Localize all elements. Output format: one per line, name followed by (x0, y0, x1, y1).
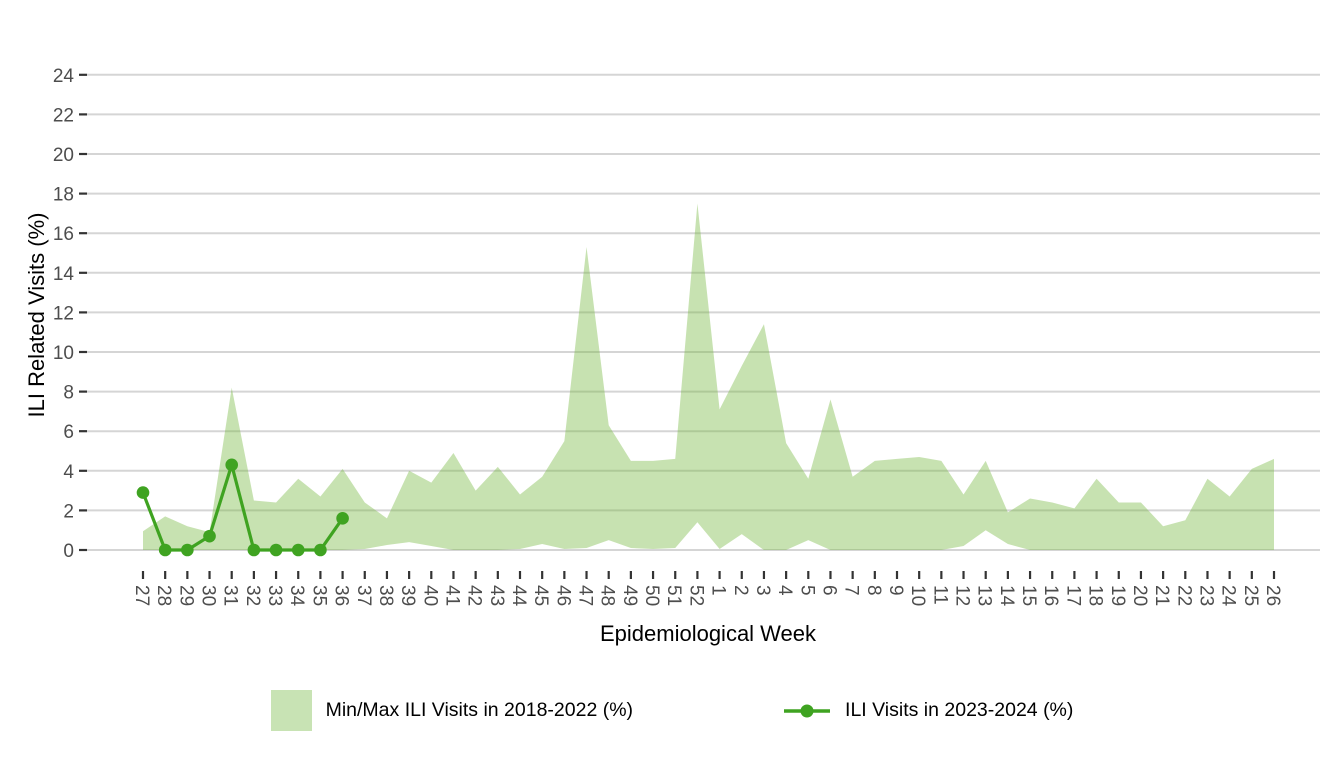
svg-text:10: 10 (53, 343, 74, 364)
legend-item-ili-line: ILI Visits in 2023-2024 (%) (783, 699, 1073, 722)
data-point (336, 512, 349, 525)
ili-2023-2024-points (136, 458, 349, 557)
svg-text:20: 20 (1129, 585, 1150, 606)
svg-text:36: 36 (331, 585, 352, 606)
svg-text:24: 24 (53, 66, 75, 87)
legend-label-minmax: Min/Max ILI Visits in 2018-2022 (%) (325, 699, 634, 721)
svg-text:8: 8 (863, 585, 884, 596)
data-point (291, 543, 305, 557)
line-point-legend-key (784, 704, 831, 717)
svg-text:45: 45 (530, 585, 551, 606)
svg-text:44: 44 (508, 585, 529, 607)
y-axis-title: ILI Related Visits (%) (24, 212, 49, 418)
svg-text:52: 52 (685, 585, 706, 606)
svg-text:16: 16 (53, 224, 74, 245)
svg-text:16: 16 (1040, 585, 1061, 606)
svg-text:6: 6 (63, 422, 74, 443)
x-axis-tick-labels: 27 28 29 30 31 32 33 34 35 36 37 38 39 40 41 42 43 44 45 46… (131, 585, 1283, 607)
svg-text:5: 5 (796, 585, 817, 596)
svg-text:47: 47 (575, 585, 596, 606)
svg-text:43: 43 (486, 585, 507, 606)
svg-text:35: 35 (308, 585, 329, 606)
data-point (181, 543, 194, 557)
area-legend-swatch (270, 690, 312, 731)
svg-text:42: 42 (464, 585, 485, 606)
svg-text:8: 8 (63, 383, 74, 404)
svg-text:25: 25 (1240, 585, 1261, 606)
axis-tick-marks (79, 73, 1276, 579)
data-point (269, 543, 283, 557)
chart-legend: Min/Max ILI Visits in 2018-2022 (%) ILI … (0, 690, 1344, 731)
svg-text:2: 2 (730, 585, 751, 596)
svg-text:48: 48 (597, 585, 618, 606)
svg-text:17: 17 (1062, 585, 1083, 606)
svg-text:2: 2 (63, 501, 74, 522)
svg-text:46: 46 (552, 585, 573, 606)
svg-text:40: 40 (419, 585, 440, 606)
svg-text:29: 29 (175, 585, 196, 606)
svg-text:20: 20 (53, 145, 74, 166)
svg-text:51: 51 (663, 585, 684, 606)
gridlines (87, 73, 1320, 551)
x-axis-title: Epidemiological Week (599, 621, 817, 646)
svg-text:4: 4 (63, 462, 74, 483)
legend-item-minmax-band: Min/Max ILI Visits in 2018-2022 (%) (270, 690, 634, 731)
svg-text:34: 34 (286, 585, 307, 607)
svg-text:10: 10 (907, 585, 928, 606)
data-point (247, 543, 261, 557)
data-point (314, 543, 327, 557)
svg-text:6: 6 (818, 585, 839, 596)
svg-text:0: 0 (63, 541, 74, 562)
svg-text:11: 11 (929, 585, 950, 605)
svg-text:18: 18 (1085, 585, 1106, 606)
svg-text:41: 41 (441, 585, 462, 606)
svg-text:19: 19 (1107, 585, 1128, 606)
svg-text:14: 14 (53, 264, 75, 285)
svg-text:3: 3 (752, 585, 773, 596)
svg-text:26: 26 (1262, 585, 1283, 606)
svg-text:22: 22 (53, 105, 74, 126)
svg-text:49: 49 (619, 585, 640, 606)
svg-text:9: 9 (885, 585, 906, 596)
svg-text:12: 12 (952, 585, 973, 606)
svg-text:31: 31 (220, 585, 241, 606)
svg-text:24: 24 (1218, 585, 1239, 607)
svg-text:38: 38 (375, 585, 396, 606)
svg-text:23: 23 (1195, 585, 1216, 606)
svg-text:18: 18 (53, 185, 74, 206)
svg-text:30: 30 (198, 585, 219, 606)
legend-label-ili-line: ILI Visits in 2023-2024 (%) (845, 699, 1074, 721)
svg-text:33: 33 (264, 585, 285, 606)
data-point (225, 458, 239, 472)
data-point (158, 543, 172, 557)
svg-text:39: 39 (397, 585, 418, 606)
svg-text:12: 12 (53, 303, 74, 324)
svg-text:22: 22 (1173, 585, 1194, 606)
svg-text:1: 1 (708, 585, 729, 596)
svg-text:14: 14 (996, 585, 1017, 607)
svg-text:37: 37 (353, 585, 374, 606)
svg-text:7: 7 (841, 585, 862, 596)
svg-text:4: 4 (774, 585, 795, 596)
svg-text:13: 13 (974, 585, 995, 606)
svg-text:28: 28 (153, 585, 174, 606)
svg-text:32: 32 (242, 585, 263, 606)
svg-text:21: 21 (1151, 585, 1172, 606)
svg-text:27: 27 (131, 585, 152, 606)
svg-text:50: 50 (641, 585, 662, 606)
data-point (203, 529, 216, 543)
minmax-band-2018-2022 (143, 203, 1274, 550)
ili-2023-2024-line (141, 459, 344, 552)
svg-text:15: 15 (1018, 585, 1039, 606)
data-point (136, 486, 150, 499)
